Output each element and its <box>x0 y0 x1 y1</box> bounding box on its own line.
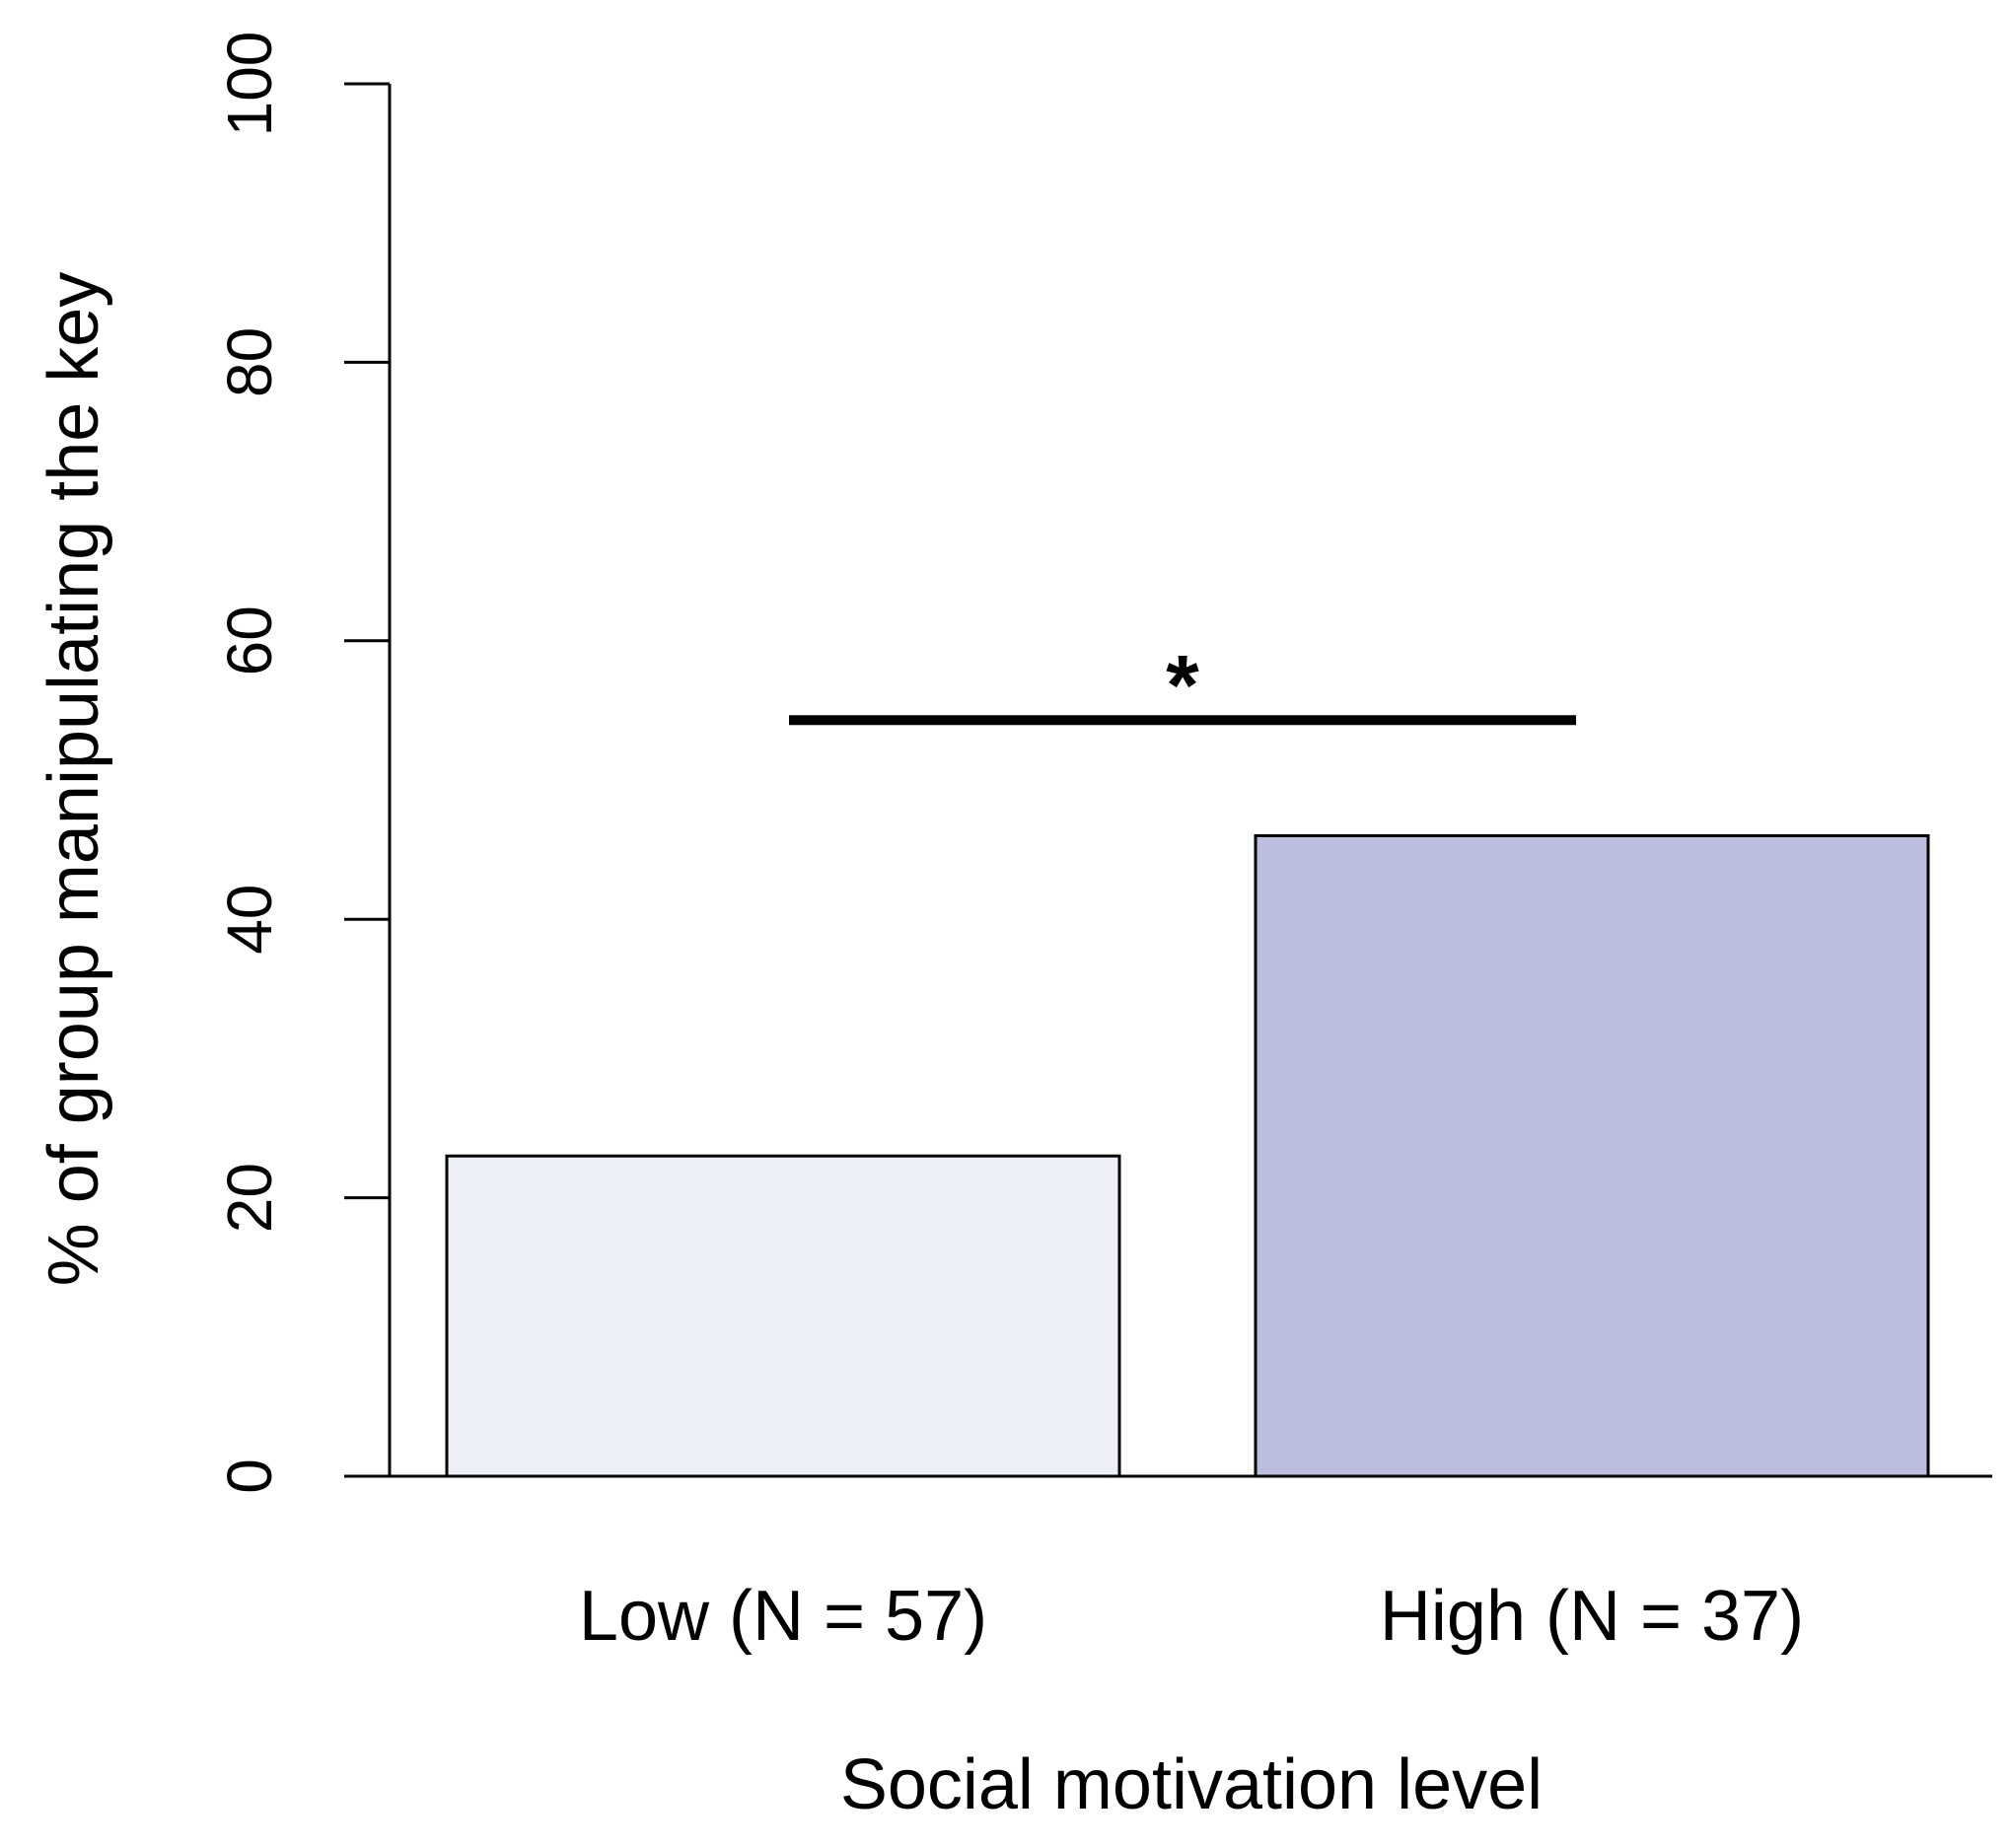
bars-layer <box>445 833 1930 1478</box>
annotations: * <box>789 638 1576 733</box>
bar-1 <box>1254 833 1930 1478</box>
y-axis-title: % of group manipulating the key <box>35 272 113 1287</box>
x-axis-title: Social motivation level <box>840 1745 1543 1824</box>
y-tick-label: 60 <box>214 605 285 675</box>
axis-layer <box>344 84 1992 1478</box>
y-tick-label: 100 <box>214 32 285 137</box>
x-category-label: High (N = 37) <box>1380 1577 1804 1656</box>
bar-0 <box>445 1154 1121 1478</box>
x-category-labels: Low (N = 57) High (N = 37) <box>579 1577 1804 1656</box>
y-tick-label: 40 <box>214 885 285 955</box>
y-tick-label: 20 <box>214 1163 285 1233</box>
x-category-label: Low (N = 57) <box>579 1577 987 1656</box>
y-tick-label: 80 <box>214 327 285 397</box>
y-tick-label: 0 <box>214 1458 285 1494</box>
y-ticks: 0 20 40 60 80 100 <box>214 32 390 1494</box>
significance-star: * <box>1166 638 1199 733</box>
